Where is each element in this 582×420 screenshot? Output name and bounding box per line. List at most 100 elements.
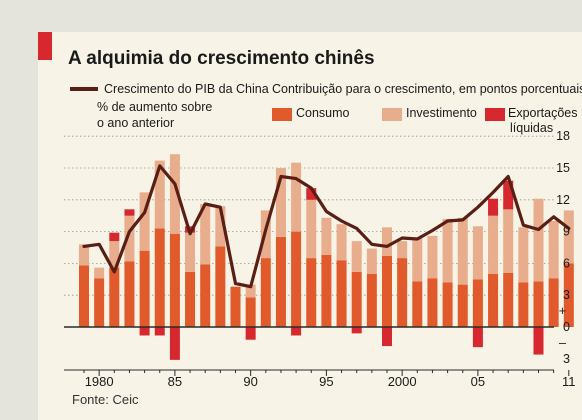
legend-exportacoes-swatch	[485, 108, 505, 121]
bar-investimento	[533, 198, 544, 282]
bar-investimento	[306, 199, 317, 259]
bar-exportacoes	[488, 198, 499, 216]
bar-investimento	[488, 215, 499, 274]
legend-gdp-line-key	[70, 87, 98, 91]
bar-investimento	[154, 160, 165, 229]
bar-exportacoes	[533, 327, 544, 355]
bar-exportacoes	[382, 327, 392, 347]
legend-investimento-swatch	[382, 108, 402, 121]
bar-consumo	[139, 250, 150, 327]
bar-consumo	[518, 282, 529, 327]
bar-consumo	[382, 255, 392, 327]
source-note: Fonte: Ceic	[72, 392, 139, 407]
bar-consumo	[503, 272, 514, 327]
bar-exportacoes	[503, 180, 514, 210]
y-sign-plus: +	[559, 304, 566, 318]
bar-investimento	[427, 235, 438, 279]
bar-investimento	[366, 248, 377, 274]
bar-investimento	[215, 206, 226, 247]
bar-exportacoes	[245, 327, 256, 340]
bar-investimento	[503, 209, 514, 273]
x-tick-label: 2000	[388, 374, 417, 389]
bar-consumo	[230, 286, 241, 327]
bar-consumo	[321, 254, 332, 327]
bar-consumo	[306, 258, 317, 327]
bar-investimento	[109, 241, 120, 268]
legend-exportacoes-label-1: Exportações	[508, 106, 578, 120]
bar-investimento	[351, 241, 362, 272]
bar-investimento	[139, 192, 150, 251]
y-tick-label: 3	[563, 288, 570, 302]
bar-investimento	[185, 232, 196, 272]
legend-investimento-label: Investimento	[406, 106, 477, 120]
bar-investimento	[442, 218, 453, 283]
y-tick-label: 6	[563, 256, 570, 270]
legend-consumo-swatch	[272, 108, 292, 121]
legend-gdp-sublabel-1: % de aumento sobre	[97, 100, 213, 114]
x-tick-label: 05	[471, 374, 485, 389]
bar-investimento	[275, 168, 286, 237]
bar-investimento	[79, 244, 89, 266]
bar-consumo	[79, 265, 89, 327]
bar-consumo	[275, 236, 286, 327]
y-tick-label: 18	[556, 129, 570, 143]
legend-consumo-label: Consumo	[296, 106, 350, 120]
bar-investimento	[200, 204, 211, 265]
bar-investimento	[321, 217, 332, 255]
bar-investimento	[472, 226, 483, 280]
bar-consumo	[442, 282, 453, 327]
bar-consumo	[548, 278, 559, 327]
bar-consumo	[488, 274, 499, 327]
bar-consumo	[94, 278, 105, 327]
bar-consumo	[457, 284, 468, 327]
x-tick-label: 95	[319, 374, 333, 389]
bar-consumo	[427, 278, 438, 327]
bar-consumo	[185, 271, 196, 327]
x-tick-label: 1980	[85, 374, 114, 389]
bar-investimento	[291, 162, 302, 232]
bar-consumo	[124, 261, 135, 327]
bar-consumo	[200, 264, 211, 327]
x-tick-label: 11	[562, 374, 576, 389]
bar-consumo	[336, 260, 347, 327]
bar-exportacoes	[306, 188, 317, 200]
legend-gdp-sublabel-2: o ano anterior	[97, 116, 175, 130]
bar-investimento	[382, 227, 392, 256]
bar-consumo	[351, 271, 362, 327]
y-tick-label: 3	[563, 352, 570, 366]
x-tick-label: 90	[243, 374, 257, 389]
bar-investimento	[563, 210, 574, 264]
y-tick-label: 9	[563, 225, 570, 239]
bar-investimento	[94, 267, 105, 279]
bar-exportacoes	[109, 232, 120, 242]
legend-bars-heading: Contribuição para o crescimento, em pont…	[272, 82, 582, 96]
bar-consumo	[533, 281, 544, 327]
y-tick-label: 15	[556, 161, 570, 175]
legend-gdp-label: Crescimento do PIB da China	[104, 82, 269, 96]
bar-exportacoes	[124, 209, 135, 216]
bar-exportacoes	[351, 327, 362, 334]
y-tick-label: 0	[563, 320, 570, 334]
bar-investimento	[518, 227, 529, 283]
bar-investimento	[245, 284, 256, 298]
bar-exportacoes	[472, 327, 483, 348]
bar-investimento	[457, 217, 468, 285]
bar-consumo	[109, 267, 120, 327]
bar-exportacoes	[139, 327, 150, 336]
bar-consumo	[215, 246, 226, 327]
bar-exportacoes	[169, 327, 180, 360]
y-tick-label: 12	[556, 193, 570, 207]
bar-consumo	[397, 258, 408, 327]
bar-exportacoes	[154, 327, 165, 336]
accent-tab	[38, 32, 52, 60]
gdp-growth-line	[82, 164, 571, 289]
y-sign-minus: –	[559, 336, 566, 350]
legend-exportacoes-label-2: líquidas	[510, 121, 554, 135]
bar-investimento	[169, 154, 180, 234]
bar-consumo	[169, 233, 180, 327]
bar-consumo	[472, 279, 483, 327]
bar-consumo	[154, 228, 165, 327]
bar-investimento	[336, 224, 347, 261]
chart-title: A alquimia do crescimento chinês	[68, 48, 375, 69]
